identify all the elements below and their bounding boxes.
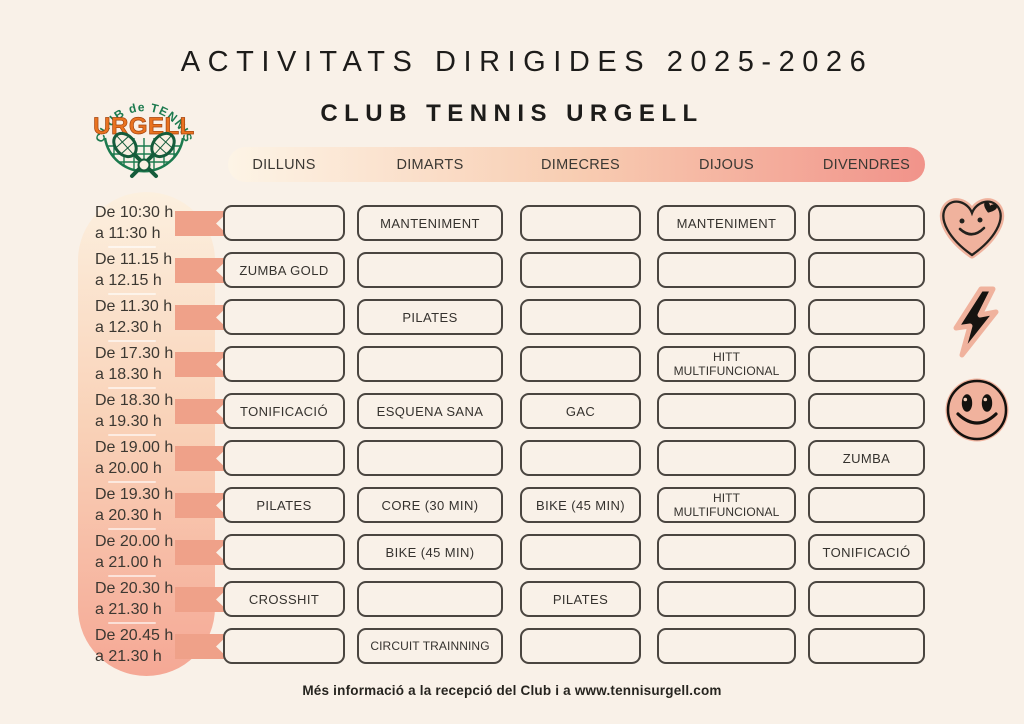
empty-cell: [223, 205, 345, 241]
time-divider: [108, 386, 156, 389]
time-divider: [108, 527, 156, 530]
time-ribbon: [175, 399, 229, 424]
empty-cell: [657, 393, 796, 429]
empty-cell: [357, 581, 503, 617]
heart-smiley-sticker: [939, 198, 1005, 259]
empty-cell: [808, 628, 925, 664]
time-ribbon: [175, 446, 229, 471]
activity-cell: GAC: [520, 393, 641, 429]
empty-cell: [808, 299, 925, 335]
activity-cell: HITT MULTIFUNCIONAL: [657, 346, 796, 382]
activity-cell: TONIFICACIÓ: [808, 534, 925, 570]
empty-cell: [223, 534, 345, 570]
empty-cell: [808, 487, 925, 523]
empty-cell: [808, 581, 925, 617]
empty-cell: [657, 628, 796, 664]
empty-cell: [520, 440, 641, 476]
empty-cell: [520, 534, 641, 570]
time-divider: [108, 339, 156, 342]
logo-tennis-ball: [137, 158, 151, 172]
empty-cell: [357, 346, 503, 382]
page-subtitle: CLUB TENNIS URGELL: [320, 100, 704, 127]
activity-cell: BIKE (45 MIN): [357, 534, 503, 570]
empty-cell: [223, 346, 345, 382]
time-divider: [108, 245, 156, 248]
empty-cell: [657, 440, 796, 476]
activity-cell: CROSSHIT: [223, 581, 345, 617]
empty-cell: [223, 299, 345, 335]
time-ribbon: [175, 587, 229, 612]
activity-cell: PILATES: [357, 299, 503, 335]
time-divider: [108, 621, 156, 624]
footer-note: Més informació a la recepció del Club i …: [302, 683, 722, 698]
empty-cell: [657, 581, 796, 617]
empty-cell: [520, 205, 641, 241]
day-header-dimecres: DIMECRES: [541, 156, 620, 173]
time-ribbon: [175, 211, 229, 236]
activity-cell: CIRCUIT TRAINNING: [357, 628, 503, 664]
activity-cell: PILATES: [223, 487, 345, 523]
logo-rackets: [112, 131, 176, 178]
activity-cell: BIKE (45 MIN): [520, 487, 641, 523]
time-ribbon: [175, 305, 229, 330]
empty-cell: [357, 252, 503, 288]
day-header-divendres: DIVENDRES: [822, 156, 911, 173]
empty-cell: [808, 252, 925, 288]
activity-cell: ZUMBA: [808, 440, 925, 476]
empty-cell: [223, 628, 345, 664]
day-header-dimarts: DIMARTS: [396, 156, 464, 173]
empty-cell: [808, 346, 925, 382]
empty-cell: [657, 252, 796, 288]
empty-cell: [657, 534, 796, 570]
activity-cell: CORE (30 MIN): [357, 487, 503, 523]
empty-cell: [223, 440, 345, 476]
time-ribbon: [175, 352, 229, 377]
empty-cell: [808, 205, 925, 241]
time-divider: [108, 433, 156, 436]
empty-cell: [520, 299, 641, 335]
logo-name-text: URGELL: [93, 113, 195, 140]
time-divider: [108, 480, 156, 483]
time-divider: [108, 574, 156, 577]
empty-cell: [520, 346, 641, 382]
activity-cell: MANTENIMENT: [357, 205, 503, 241]
lightning-bolt-sticker: [953, 286, 999, 358]
activity-cell: ESQUENA SANA: [357, 393, 503, 429]
time-ribbon: [175, 493, 229, 518]
page-title: ACTIVITATS DIRIGIDES 2025-2026: [180, 46, 874, 78]
time-divider: [108, 292, 156, 295]
activity-cell: TONIFICACIÓ: [223, 393, 345, 429]
time-ribbon: [175, 634, 229, 659]
smiley-face-sticker: [945, 378, 1009, 442]
time-ribbon: [175, 540, 229, 565]
empty-cell: [657, 299, 796, 335]
empty-cell: [520, 628, 641, 664]
activity-cell: MANTENIMENT: [657, 205, 796, 241]
empty-cell: [357, 440, 503, 476]
day-header-dilluns: DILLUNS: [252, 156, 316, 173]
activity-cell: PILATES: [520, 581, 641, 617]
activity-cell: ZUMBA GOLD: [223, 252, 345, 288]
day-header-dijous: DIJOUS: [699, 156, 754, 173]
activity-cell: HITT MULTIFUNCIONAL: [657, 487, 796, 523]
empty-cell: [520, 252, 641, 288]
club-logo: CLUB de TENNIS URGELL: [93, 100, 195, 178]
empty-cell: [808, 393, 925, 429]
time-ribbon: [175, 258, 229, 283]
days-header: DILLUNS DIMARTS DIMECRES DIJOUS DIVENDRES: [228, 147, 925, 182]
